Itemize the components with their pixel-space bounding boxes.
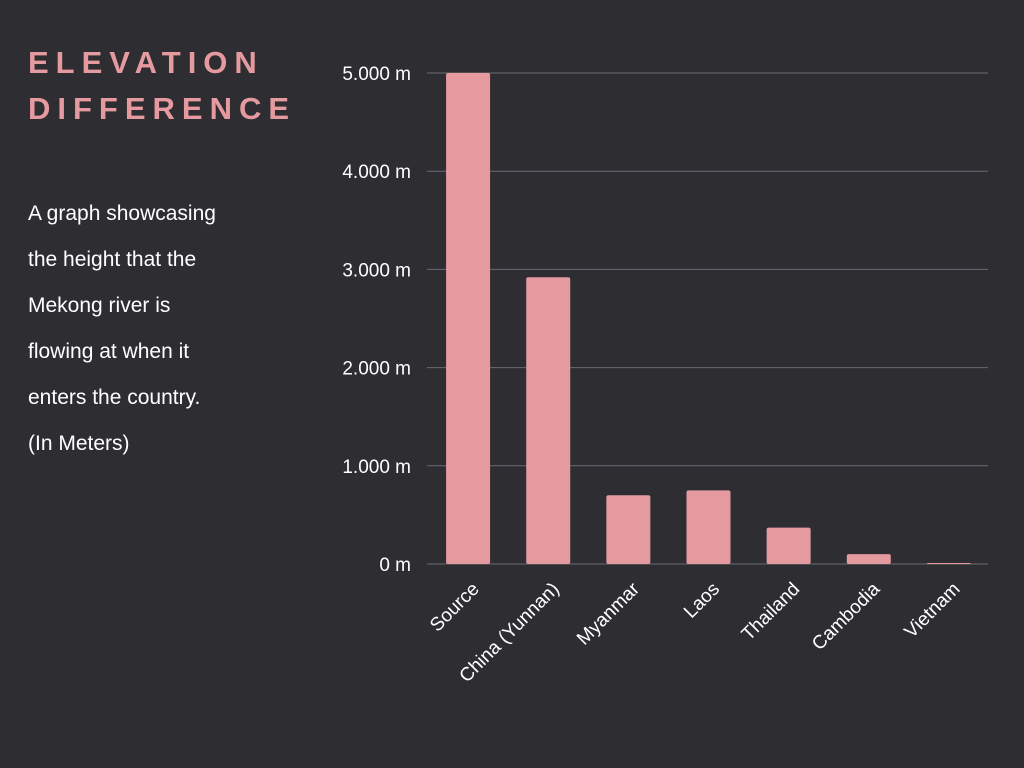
bar: [846, 554, 891, 564]
y-tick-label: 4.000 m: [342, 162, 411, 183]
y-tick-label: 1.000 m: [342, 457, 411, 478]
x-category-label: Laos: [680, 579, 724, 623]
y-tick-label: 5.000 m: [342, 64, 411, 85]
x-category-label: Vietnam: [901, 579, 965, 643]
description-line-2: the height that the: [28, 248, 197, 271]
bar: [526, 277, 571, 564]
description-line-5: enters the country.: [28, 386, 201, 409]
bar: [446, 73, 491, 564]
y-tick-label: 0 m: [379, 555, 411, 576]
y-tick-label: 3.000 m: [342, 260, 411, 281]
x-category-label: Thailand: [738, 579, 804, 645]
bar: [686, 490, 731, 564]
x-category-label: Myanmar: [573, 578, 644, 649]
x-category-label: Cambodia: [808, 578, 884, 654]
chart-title: ELEVATION DIFFERENCE: [28, 40, 318, 132]
title-line-2: DIFFERENCE: [28, 91, 297, 126]
description-line-3: Mekong river is: [28, 294, 171, 317]
y-axis-tick-labels: 0 m 1.000 m 2.000 m 3.000 m 4.000 m 5.000 m: [342, 64, 411, 576]
bar: [926, 563, 971, 564]
title-line-1: ELEVATION: [28, 45, 264, 80]
description-line-1: A graph showcasing: [28, 202, 216, 225]
description-line-4: flowing at when it: [28, 340, 190, 363]
x-category-label: Source: [426, 579, 483, 636]
bar: [766, 527, 811, 564]
description-line-6: (In Meters): [28, 432, 130, 455]
y-tick-label: 2.000 m: [342, 359, 411, 380]
chart-description: A graph showcasing the height that the M…: [28, 191, 278, 467]
bar: [606, 495, 651, 564]
bars: [446, 73, 971, 564]
